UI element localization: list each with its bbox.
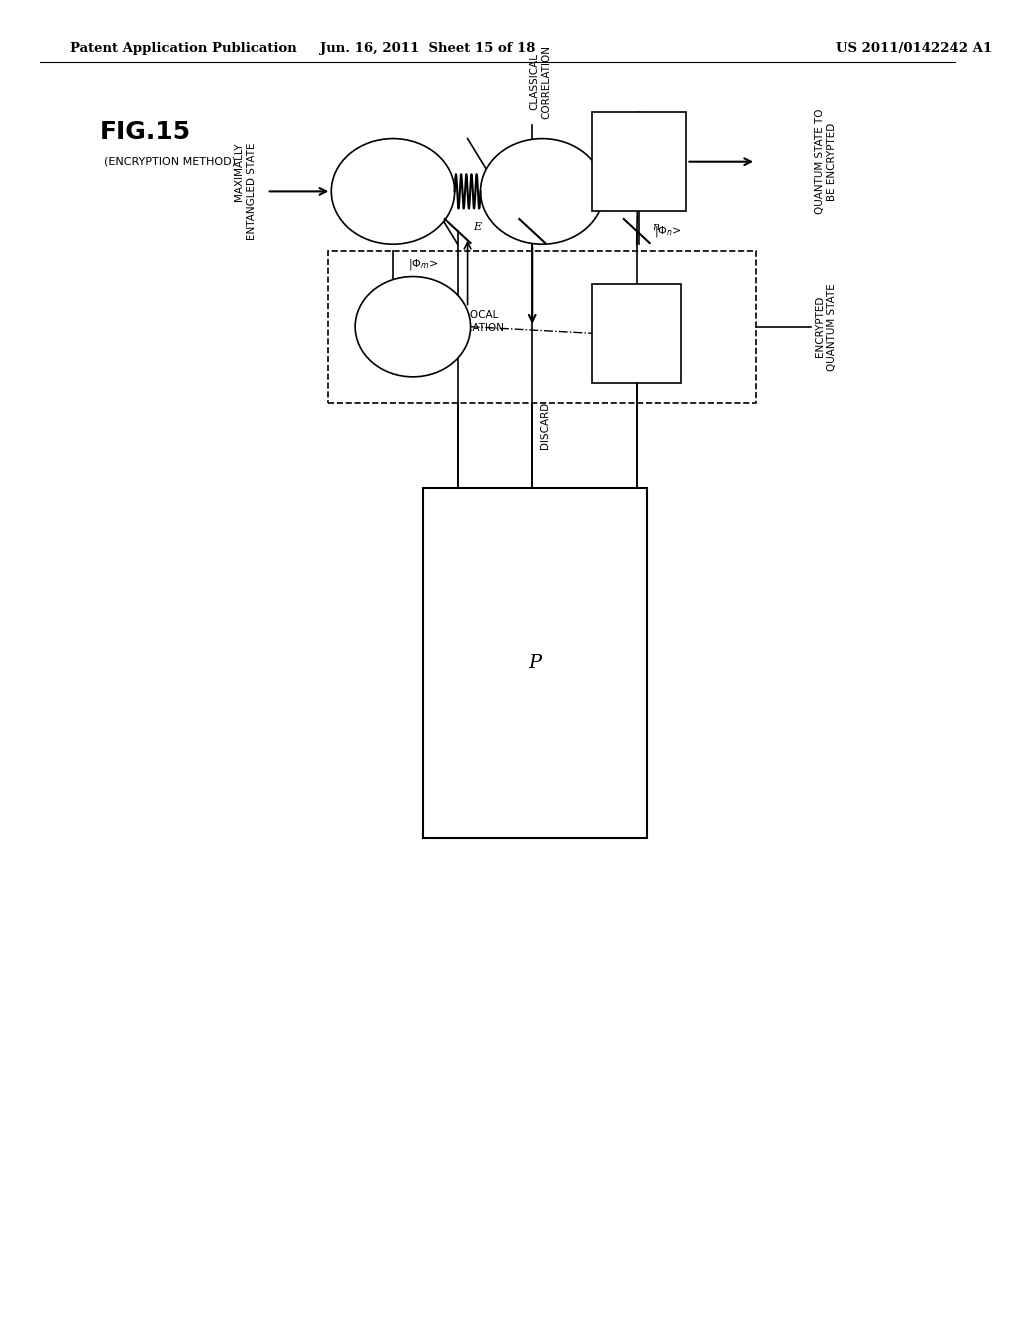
Text: US 2011/0142242 A1: US 2011/0142242 A1 (836, 42, 992, 54)
Bar (592, 284, 682, 383)
Bar (423, 488, 646, 838)
Text: CLASSICAL
CORRELATION: CLASSICAL CORRELATION (529, 45, 551, 119)
Text: FIG.15: FIG.15 (99, 120, 190, 144)
Text: MAXIMALLY
ENTANGLED STATE: MAXIMALLY ENTANGLED STATE (234, 143, 257, 240)
Ellipse shape (355, 277, 471, 378)
Text: Jun. 16, 2011  Sheet 15 of 18: Jun. 16, 2011 Sheet 15 of 18 (321, 42, 536, 54)
Ellipse shape (480, 139, 604, 244)
Text: E: E (473, 222, 481, 232)
Text: NON-LOCAL
CORRELATION: NON-LOCAL CORRELATION (430, 310, 505, 333)
Text: (ENCRYPTION METHOD): (ENCRYPTION METHOD) (104, 156, 237, 166)
Text: Patent Application Publication: Patent Application Publication (70, 42, 296, 54)
Text: ENCRYPTED
QUANTUM STATE: ENCRYPTED QUANTUM STATE (814, 282, 837, 371)
Text: |$\Phi_n$>: |$\Phi_n$> (654, 224, 682, 239)
Text: DISCARD: DISCARD (541, 401, 550, 449)
Bar (592, 112, 686, 211)
Text: n: n (652, 222, 659, 232)
Text: |$\Phi_m$>: |$\Phi_m$> (408, 257, 438, 272)
Text: P: P (528, 655, 542, 672)
Bar (329, 251, 756, 403)
Text: QUANTUM STATE TO
BE ENCRYPTED: QUANTUM STATE TO BE ENCRYPTED (814, 110, 837, 214)
Text: E: E (548, 222, 556, 232)
Ellipse shape (332, 139, 455, 244)
